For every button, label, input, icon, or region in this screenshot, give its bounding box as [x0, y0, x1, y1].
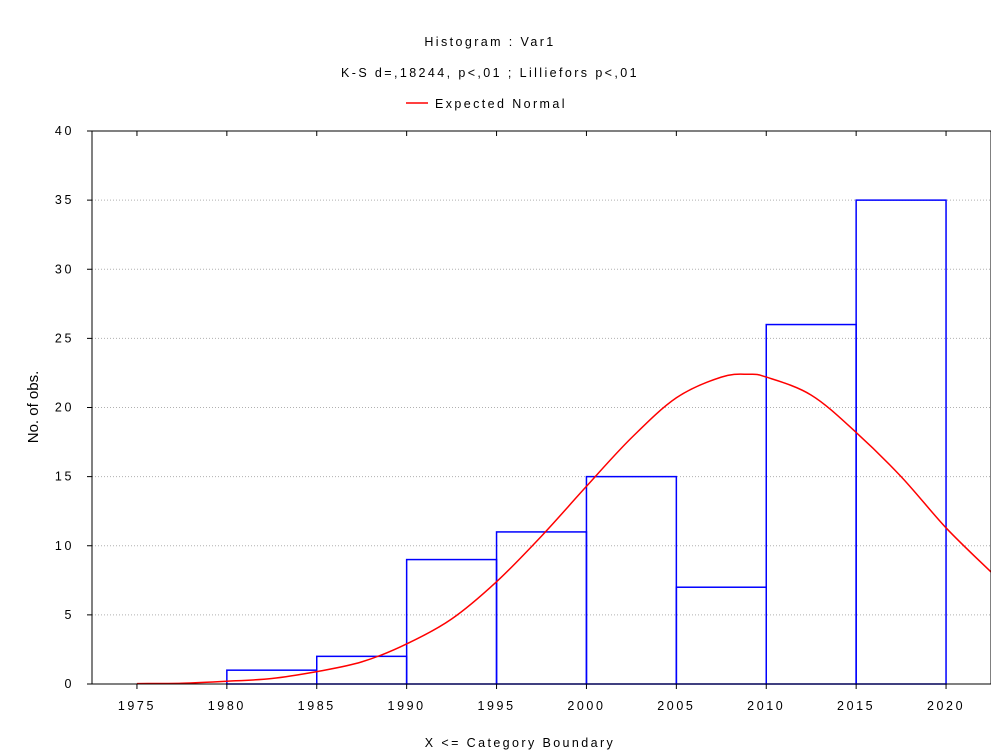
x-tick-label: 2010 [747, 699, 785, 713]
x-tick-label: 1990 [388, 699, 426, 713]
histogram-bar [495, 531, 588, 685]
x-tick-label: 2005 [657, 699, 695, 713]
histogram-bar [765, 323, 857, 685]
x-tick-label: 2000 [567, 699, 605, 713]
x-tick-label: 1985 [298, 699, 336, 713]
histogram-bar [405, 558, 498, 685]
x-axis: 1975 1980 1985 1990 1995 2000 2005 2010 2015 2020 [118, 131, 965, 713]
x-tick-label: 2020 [927, 699, 965, 713]
y-axis: 0 5 10 15 20 25 30 35 40 [55, 124, 92, 691]
y-tick-label: 0 [64, 677, 74, 691]
y-tick-label: 5 [64, 608, 74, 622]
legend-label-expected-normal: Expected Normal [435, 97, 567, 111]
y-axis-label: No. of obs. [25, 371, 42, 444]
x-tick-label: 2015 [837, 699, 875, 713]
histogram-bar [585, 475, 678, 685]
y-tick-label: 15 [55, 470, 74, 484]
y-tick-label: 10 [55, 539, 74, 553]
x-tick-label: 1975 [118, 699, 156, 713]
y-tick-label: 40 [55, 124, 74, 138]
x-axis-label: X <= Category Boundary [425, 736, 615, 750]
histogram-bar [226, 669, 318, 685]
y-tick-label: 25 [55, 331, 74, 345]
y-tick-label: 30 [55, 262, 74, 276]
y-tick-label: 20 [55, 401, 74, 415]
chart-subtitle: K-S d=,18244, p<,01 ; Lilliefors p<,01 [341, 66, 639, 80]
expected-normal-curve [136, 373, 991, 685]
x-tick-label: 1995 [477, 699, 515, 713]
histogram-bar [316, 655, 408, 685]
chart-title: Histogram : Var1 [424, 35, 555, 49]
histogram-bar [855, 199, 947, 685]
y-tick-label: 35 [55, 193, 74, 207]
histogram-bar [675, 586, 767, 685]
histogram-bars [226, 199, 947, 685]
x-tick-label: 1980 [208, 699, 246, 713]
chart-legend: Expected Normal [406, 97, 567, 111]
